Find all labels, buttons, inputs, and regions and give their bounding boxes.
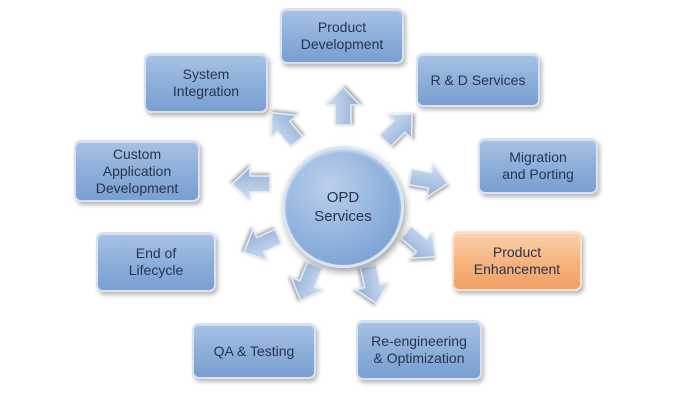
arrow-to-qa-testing [290,261,325,302]
arrow-to-system-integration [269,111,304,148]
arrow-to-product-enhancement [400,225,437,260]
service-reengineering-optimization: Re-engineering & Optimization [356,320,482,380]
service-system-integration: System Integration [144,53,268,113]
arrow-to-reengineering-optimization [353,263,391,305]
arrow-to-product-development [324,85,362,126]
service-migration-porting: Migration and Porting [478,138,598,194]
service-end-of-lifecycle: End of Lifecycle [96,232,216,292]
arrow-to-end-of-lifecycle [242,227,283,262]
service-rd-services: R & D Services [416,53,540,107]
opd-services-hub: OPD Services [282,146,404,268]
arrow-to-rd-services [378,113,413,148]
service-custom-app-development: Custom Application Development [74,140,200,202]
service-product-enhancement: Product Enhancement [452,231,582,291]
service-qa-testing: QA & Testing [192,323,316,379]
arrow-to-custom-app-development [230,165,271,203]
arrow-to-migration-porting [408,161,449,199]
service-product-development: Product Development [280,8,404,64]
